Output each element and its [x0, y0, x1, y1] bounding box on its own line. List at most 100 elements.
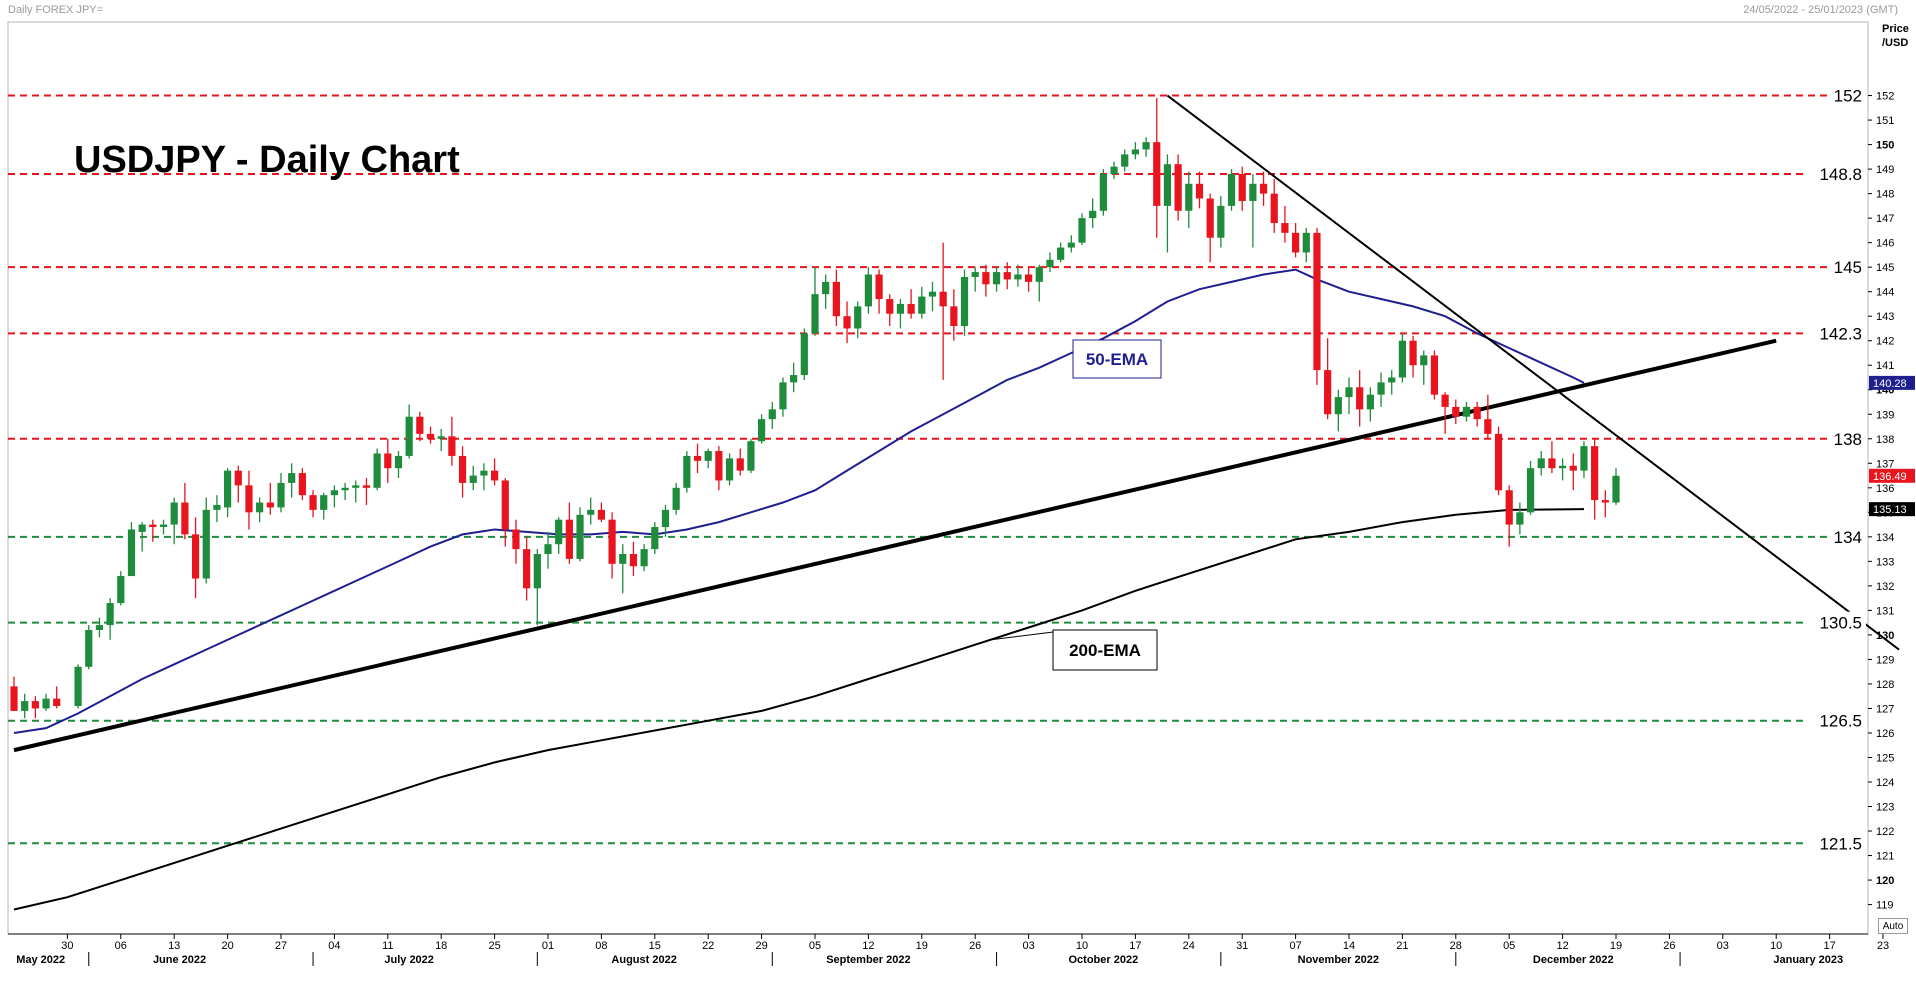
candle [640, 544, 648, 572]
candle [352, 480, 360, 503]
candle [21, 693, 29, 719]
candle-body [544, 544, 552, 554]
candle [864, 267, 872, 314]
x-tick-label: 04 [328, 940, 340, 952]
candle [405, 404, 413, 459]
month-label: June 2022 [153, 954, 206, 966]
candle-body [661, 509, 670, 528]
candle-body [42, 698, 50, 709]
candle [1526, 460, 1535, 515]
candle-body [1377, 382, 1385, 395]
y-tick-label: 119 [1876, 900, 1894, 912]
y-tick-label: 133 [1876, 556, 1894, 568]
candle-body [1292, 232, 1300, 253]
candle-body [1217, 205, 1225, 238]
candle-body [960, 276, 969, 326]
candle-body [1462, 406, 1471, 417]
annotation-label: 50-EMA [1086, 350, 1148, 369]
candle-body [1356, 387, 1364, 410]
candle [747, 438, 755, 474]
auto-scale-button[interactable]: Auto [1878, 918, 1908, 934]
annotation-leader [991, 631, 1054, 641]
candle [725, 453, 734, 486]
candle-body [918, 296, 926, 314]
candle [629, 541, 638, 577]
candle-body [747, 441, 755, 471]
candle-body [1142, 142, 1150, 150]
y-tick-label: 152 [1876, 91, 1894, 103]
candle-body [640, 549, 648, 567]
candle [992, 267, 1001, 292]
candle [982, 264, 990, 297]
candle [939, 242, 947, 380]
candle [159, 519, 168, 535]
x-tick-label: 27 [275, 940, 287, 952]
candle-body [202, 509, 210, 579]
candle [1516, 502, 1524, 535]
x-tick-label: 12 [862, 940, 874, 952]
y-tick-label: 139 [1876, 409, 1894, 421]
x-tick-label: 19 [1610, 940, 1622, 952]
candle-body [1121, 154, 1129, 167]
candle [1420, 350, 1428, 385]
candle-body [1473, 406, 1481, 420]
candle [1612, 468, 1620, 505]
candle-body [597, 509, 605, 520]
level-label: 130.5 [1819, 614, 1862, 633]
candle-body [1046, 259, 1054, 268]
candle-body [491, 470, 499, 481]
candle-body [117, 576, 125, 604]
price-tag-ema200 [1869, 502, 1915, 517]
level-label: 121.5 [1819, 834, 1862, 853]
candle [106, 598, 114, 640]
x-tick-label: 01 [542, 940, 554, 952]
candle-body [565, 519, 573, 559]
candle [1057, 242, 1065, 263]
candle [1292, 223, 1300, 258]
candle [597, 502, 605, 523]
x-tick-label: 26 [969, 940, 981, 952]
candle-body [245, 485, 253, 513]
y-tick-label: 130 [1876, 630, 1894, 642]
candle-body [736, 458, 744, 471]
candle [85, 625, 93, 670]
candle-body [875, 274, 883, 300]
x-tick-label: 31 [1236, 940, 1248, 952]
candle-body [512, 529, 520, 550]
candle [672, 482, 680, 515]
candle [491, 458, 499, 486]
candle-body [384, 453, 392, 469]
candle [1345, 377, 1353, 415]
candle-body [1025, 274, 1033, 282]
candle [95, 617, 104, 638]
candle [469, 465, 477, 491]
x-tick-label: 29 [755, 940, 767, 952]
candle [181, 482, 189, 540]
candle [1259, 171, 1268, 206]
x-tick-label: 12 [1556, 940, 1568, 952]
candle-body [1334, 397, 1342, 415]
candle-body [1484, 419, 1492, 434]
candle [779, 377, 787, 417]
candle [362, 478, 371, 505]
level-label: 134 [1834, 528, 1862, 547]
candle-body [1302, 232, 1310, 253]
candle-body [352, 485, 360, 488]
y-tick-label: 126 [1876, 728, 1894, 740]
candle [1494, 426, 1503, 496]
candle-body [480, 470, 488, 476]
ema-lines [13, 268, 1585, 911]
candle-body [928, 291, 937, 297]
level-label: 145 [1834, 258, 1862, 277]
candle-body [1099, 174, 1107, 211]
month-label: January 2023 [1773, 954, 1843, 966]
candle [1580, 441, 1588, 478]
trendlines [13, 94, 1900, 753]
candle [800, 328, 808, 380]
candle-body [127, 529, 136, 577]
candle [256, 497, 264, 523]
candle [1249, 174, 1257, 248]
y-tick-label: 149 [1876, 164, 1894, 176]
candle-body [1089, 210, 1097, 219]
